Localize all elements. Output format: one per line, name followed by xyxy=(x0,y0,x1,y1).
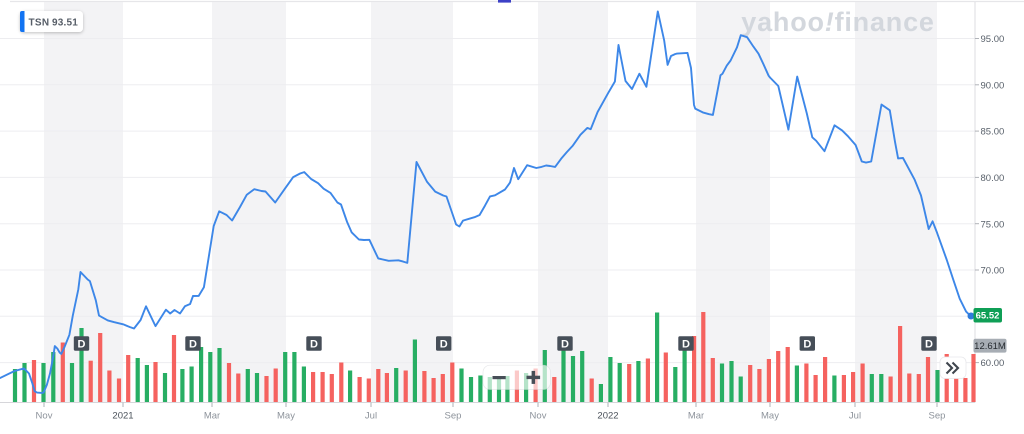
svg-text:yahoo!finance: yahoo!finance xyxy=(741,7,934,37)
svg-text:D: D xyxy=(78,339,86,351)
svg-text:70.00: 70.00 xyxy=(981,266,1005,277)
svg-text:90.00: 90.00 xyxy=(981,80,1005,91)
svg-text:80.00: 80.00 xyxy=(981,173,1005,184)
svg-text:Mar: Mar xyxy=(688,411,704,422)
svg-text:75.00: 75.00 xyxy=(981,219,1005,230)
svg-text:95.00: 95.00 xyxy=(981,34,1005,45)
svg-text:May: May xyxy=(277,411,295,422)
svg-text:D: D xyxy=(925,339,933,351)
svg-text:TSN: TSN xyxy=(29,17,50,28)
svg-text:2022: 2022 xyxy=(597,411,618,422)
svg-text:D: D xyxy=(682,339,690,351)
svg-text:D: D xyxy=(189,339,197,351)
svg-text:D: D xyxy=(561,339,569,351)
svg-text:Sep: Sep xyxy=(929,411,946,422)
svg-text:May: May xyxy=(761,411,779,422)
svg-text:Sep: Sep xyxy=(445,411,462,422)
svg-text:93.51: 93.51 xyxy=(52,17,78,28)
svg-text:12.61M: 12.61M xyxy=(974,341,1006,352)
svg-text:Nov: Nov xyxy=(530,411,547,422)
svg-text:Jul: Jul xyxy=(365,411,377,422)
svg-text:2021: 2021 xyxy=(112,411,133,422)
svg-text:D: D xyxy=(803,339,811,351)
svg-text:D: D xyxy=(440,339,448,351)
svg-text:Jul: Jul xyxy=(849,411,861,422)
svg-text:Mar: Mar xyxy=(204,411,220,422)
svg-text:65.52: 65.52 xyxy=(976,311,1000,322)
svg-text:85.00: 85.00 xyxy=(981,127,1005,138)
svg-text:Nov: Nov xyxy=(36,411,53,422)
svg-text:60.00: 60.00 xyxy=(981,358,1005,369)
svg-text:D: D xyxy=(310,339,318,351)
